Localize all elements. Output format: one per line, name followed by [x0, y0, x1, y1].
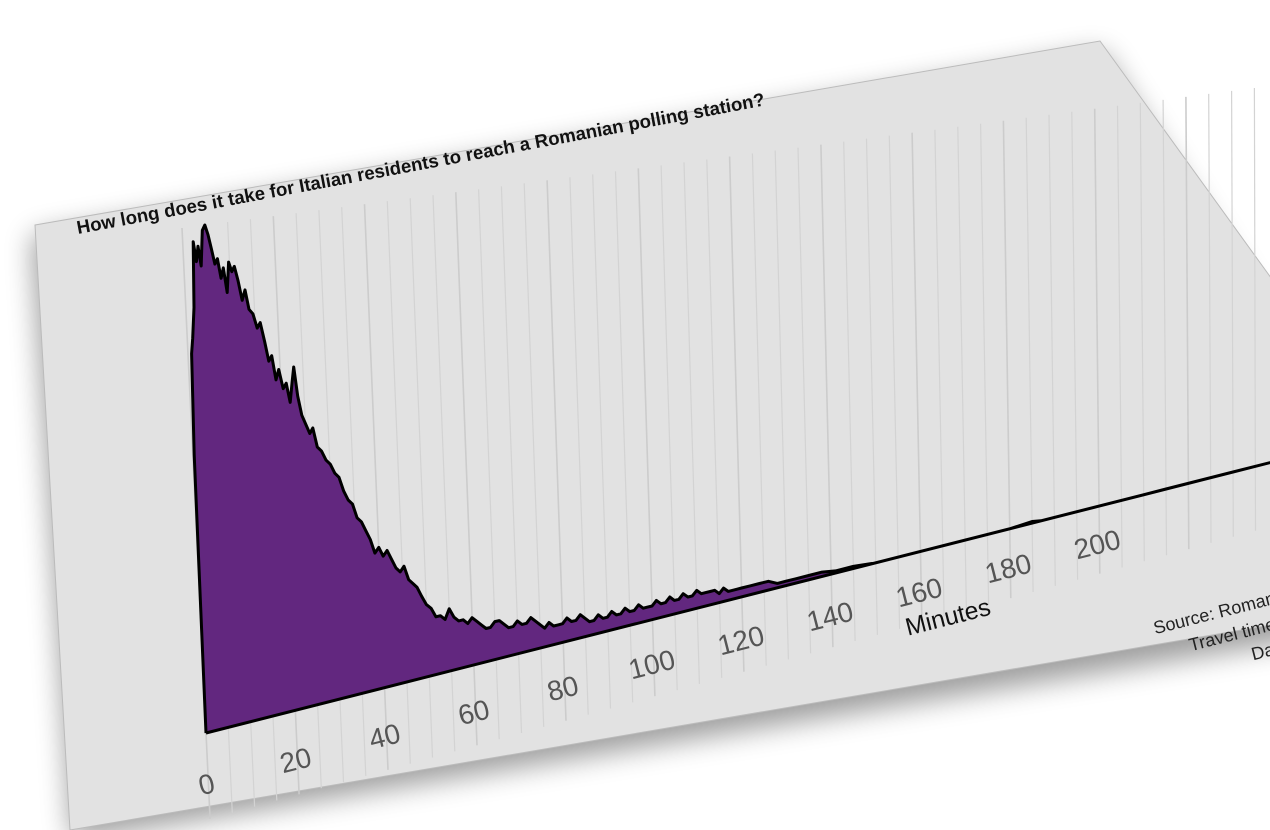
gridline	[888, 135, 901, 629]
gridline	[865, 138, 878, 635]
gridline	[751, 153, 767, 666]
gridline	[1025, 117, 1034, 593]
x-tick-label: 60	[455, 694, 493, 732]
x-tick-label: 20	[277, 742, 315, 780]
gridline	[911, 132, 923, 623]
x-tick-label: 0	[195, 767, 218, 801]
gridline	[1208, 93, 1212, 543]
density-outline	[190, 223, 1270, 735]
gridline	[1139, 102, 1145, 562]
gridline	[1230, 90, 1234, 537]
gridline	[797, 147, 812, 654]
gridline	[1093, 108, 1101, 574]
gridline	[1071, 111, 1079, 580]
gridline	[1253, 87, 1257, 531]
gridline	[820, 144, 834, 648]
gridline	[957, 126, 967, 611]
gridline	[774, 150, 789, 660]
density-area	[191, 225, 1270, 733]
gridline	[1002, 120, 1012, 599]
x-tick-label: 80	[544, 670, 582, 708]
gridline	[934, 129, 945, 617]
gridline	[1116, 105, 1123, 568]
gridline	[728, 156, 745, 672]
x-tick-label: 40	[366, 718, 404, 756]
gridline	[843, 141, 856, 642]
gridline	[1048, 114, 1056, 586]
gridline	[980, 123, 990, 605]
gridline	[1162, 99, 1168, 556]
gridline	[1185, 96, 1190, 550]
